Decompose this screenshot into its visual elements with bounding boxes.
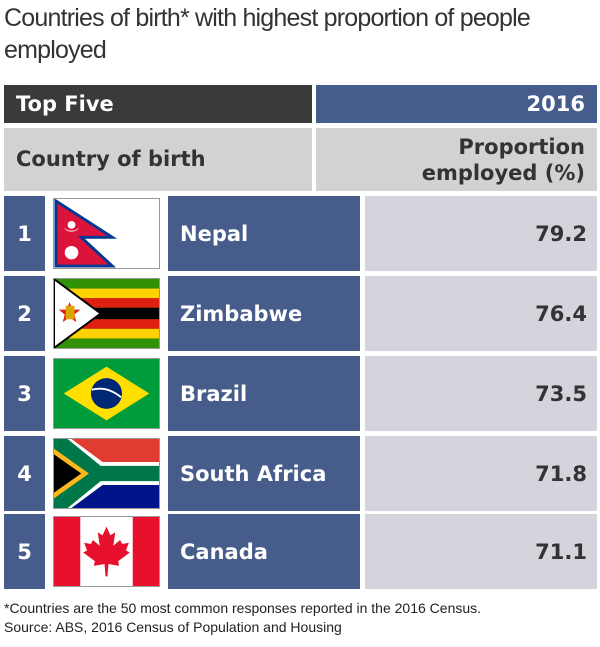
source-note: Source: ABS, 2016 Census of Population a…	[4, 619, 342, 635]
country-cell: South Africa	[168, 436, 360, 511]
flag-cell	[50, 196, 164, 271]
value-cell: 71.1	[365, 514, 597, 589]
canada-flag-icon	[53, 516, 160, 587]
country-cell: Nepal	[168, 196, 360, 271]
rank-cell: 4	[4, 436, 45, 511]
flag-cell	[50, 436, 164, 511]
column-header-country: Country of birth	[4, 128, 312, 191]
value-cell: 71.8	[365, 436, 597, 511]
rank-cell: 3	[4, 356, 45, 431]
table-row: 5 Canada 71.1	[0, 514, 600, 589]
year-bar: 2016	[316, 85, 597, 123]
country-cell: Zimbabwe	[168, 276, 360, 351]
zimbabwe-flag-icon	[53, 278, 160, 349]
table-row: 3 Brazil 73.5	[0, 356, 600, 431]
footnote: *Countries are the 50 most common respon…	[4, 600, 482, 616]
country-cell: Brazil	[168, 356, 360, 431]
column-header-proportion-line1: Proportion	[458, 135, 585, 159]
rank-cell: 1	[4, 196, 45, 271]
column-header-proportion: Proportion employed (%)	[316, 128, 597, 191]
value-cell: 76.4	[365, 276, 597, 351]
rank-cell: 2	[4, 276, 45, 351]
table-row: 4 South Africa 71.8	[0, 436, 600, 511]
table-row: 1 Nepal 79.2	[0, 196, 600, 271]
country-cell: Canada	[168, 514, 360, 589]
rank-cell: 5	[4, 514, 45, 589]
value-cell: 79.2	[365, 196, 597, 271]
south-africa-flag-icon	[53, 438, 160, 509]
flag-cell	[50, 514, 164, 589]
brazil-flag-icon	[53, 358, 160, 429]
top-five-bar: Top Five	[4, 85, 312, 123]
nepal-flag-icon	[53, 198, 160, 269]
table-row: 2 Zimbabwe 76.4	[0, 276, 600, 351]
flag-cell	[50, 356, 164, 431]
page-title: Countries of birth* with highest proport…	[4, 4, 531, 64]
flag-cell	[50, 276, 164, 351]
value-cell: 73.5	[365, 356, 597, 431]
column-header-proportion-line2: employed (%)	[421, 161, 585, 185]
